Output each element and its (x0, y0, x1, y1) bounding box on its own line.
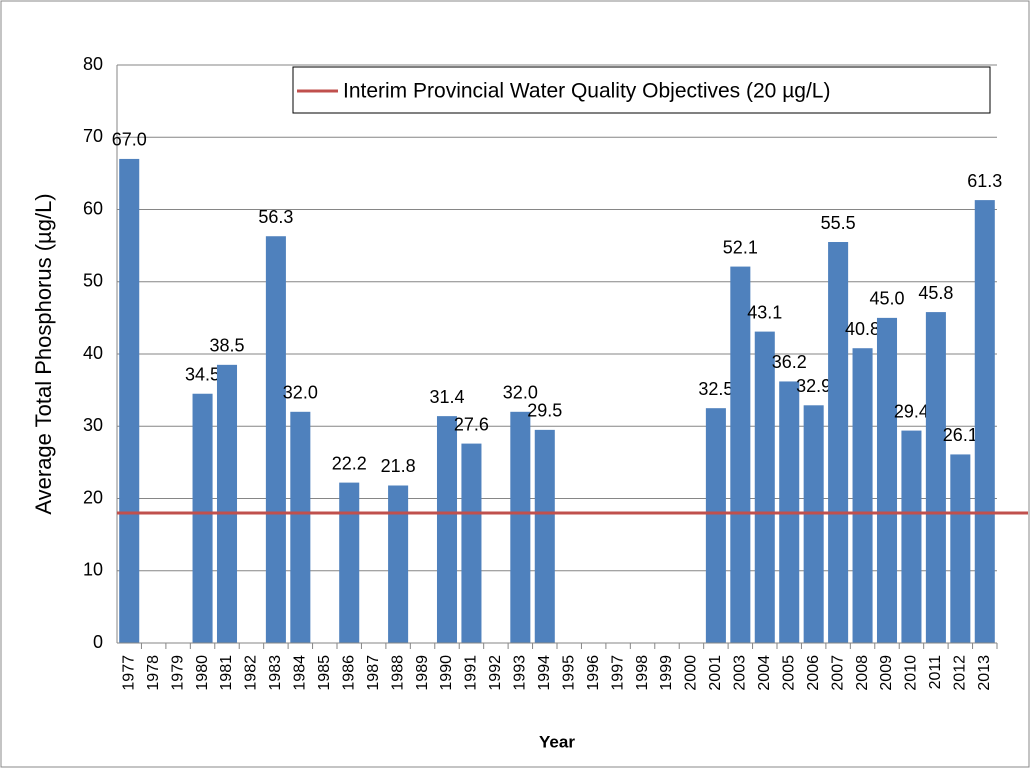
data-label: 32.0 (283, 383, 318, 403)
y-tick-label: 0 (93, 632, 103, 652)
bar (388, 485, 409, 643)
bar (436, 416, 458, 643)
x-tick-label: 1988 (389, 655, 406, 691)
data-label: 22.2 (332, 453, 367, 473)
bar (876, 317, 898, 643)
bar (192, 393, 213, 643)
x-tick-label: 2011 (927, 655, 944, 690)
x-tick-label: 2009 (878, 655, 895, 691)
bar (828, 242, 849, 643)
x-tick-label: 1998 (634, 655, 651, 691)
y-tick-label: 40 (83, 343, 103, 363)
y-tick-label: 10 (83, 560, 103, 580)
data-label: 34.5 (185, 364, 220, 384)
bar (339, 482, 360, 643)
y-axis-label: Average Total Phosphorus (µg/L) (31, 193, 56, 514)
x-tick-label: 1992 (487, 655, 504, 691)
x-tick-label: 1993 (512, 655, 529, 691)
x-tick-label: 1983 (267, 655, 284, 691)
bar (534, 429, 555, 643)
x-tick-label: 2006 (805, 655, 822, 691)
x-tick-label: 1989 (414, 655, 431, 691)
x-tick-label: 1981 (218, 655, 235, 691)
x-tick-label: 1982 (243, 655, 260, 691)
x-tick-label: 1994 (536, 655, 553, 691)
data-label: 29.4 (894, 401, 929, 421)
data-label: 38.5 (209, 336, 244, 356)
data-label: 36.2 (772, 352, 807, 372)
bar (119, 158, 140, 644)
y-tick-label: 20 (83, 487, 103, 507)
x-tick-label: 1991 (463, 655, 480, 691)
x-tick-label: 2004 (756, 655, 773, 691)
bar (510, 411, 531, 643)
data-label: 45.8 (918, 283, 953, 303)
x-tick-label: 1986 (340, 655, 357, 691)
data-label: 26.1 (943, 425, 978, 445)
x-tick-label: 2012 (952, 655, 969, 691)
data-label: 52.1 (723, 237, 758, 257)
bar (925, 312, 946, 643)
x-tick-label: 2008 (854, 655, 871, 691)
bar (730, 266, 751, 643)
data-label: 32.9 (796, 376, 831, 396)
y-tick-label: 50 (83, 271, 103, 291)
x-tick-label: 1984 (292, 655, 309, 691)
bar (974, 200, 995, 644)
y-tick-label: 80 (83, 54, 103, 74)
x-tick-label: 2001 (707, 655, 724, 691)
bar (265, 236, 286, 644)
x-tick-label: 2003 (732, 655, 749, 691)
data-label: 55.5 (821, 213, 856, 233)
bar (705, 408, 726, 643)
bar (901, 430, 922, 643)
data-label: 45.0 (869, 289, 904, 309)
x-tick-label: 2005 (780, 655, 797, 691)
data-label: 67.0 (112, 130, 147, 150)
x-tick-label: 2007 (829, 655, 846, 691)
data-label: 40.8 (845, 319, 880, 339)
bar (461, 443, 482, 643)
bar (950, 454, 971, 643)
x-tick-label: 1987 (365, 655, 382, 691)
data-label: 31.4 (429, 387, 464, 407)
bar (290, 411, 311, 643)
y-tick-label: 70 (83, 126, 103, 146)
x-tick-label: 1996 (585, 655, 602, 691)
y-tick-label: 30 (83, 415, 103, 435)
x-axis-label: Year (539, 732, 575, 751)
x-tick-label: 1977 (120, 655, 137, 691)
x-tick-label: 1980 (194, 655, 211, 691)
data-label: 21.8 (381, 456, 416, 476)
x-tick-label: 2010 (903, 655, 920, 691)
x-tick-label: 1979 (169, 655, 186, 691)
x-tick-label: 1995 (560, 655, 577, 691)
x-tick-label: 1990 (438, 655, 455, 691)
data-label: 56.3 (258, 207, 293, 227)
data-label: 61.3 (967, 171, 1002, 191)
data-label: 43.1 (747, 302, 782, 322)
x-tick-label: 1997 (609, 655, 626, 691)
legend-box (292, 66, 991, 114)
bar (216, 364, 238, 643)
data-label: 32.5 (698, 379, 733, 399)
data-label: 32.0 (503, 383, 538, 403)
bar (852, 348, 873, 643)
legend-label: Interim Provincial Water Quality Objecti… (343, 80, 830, 103)
x-tick-label: 1978 (145, 655, 162, 691)
data-label: 27.6 (454, 414, 489, 434)
x-tick-label: 2013 (976, 655, 993, 691)
bar (803, 405, 824, 643)
bar (754, 331, 775, 643)
x-tick-label: 1999 (658, 655, 675, 691)
data-label: 29.5 (527, 401, 562, 421)
x-tick-label: 1985 (316, 655, 333, 691)
y-tick-label: 60 (83, 198, 103, 218)
x-tick-label: 2000 (683, 655, 700, 691)
